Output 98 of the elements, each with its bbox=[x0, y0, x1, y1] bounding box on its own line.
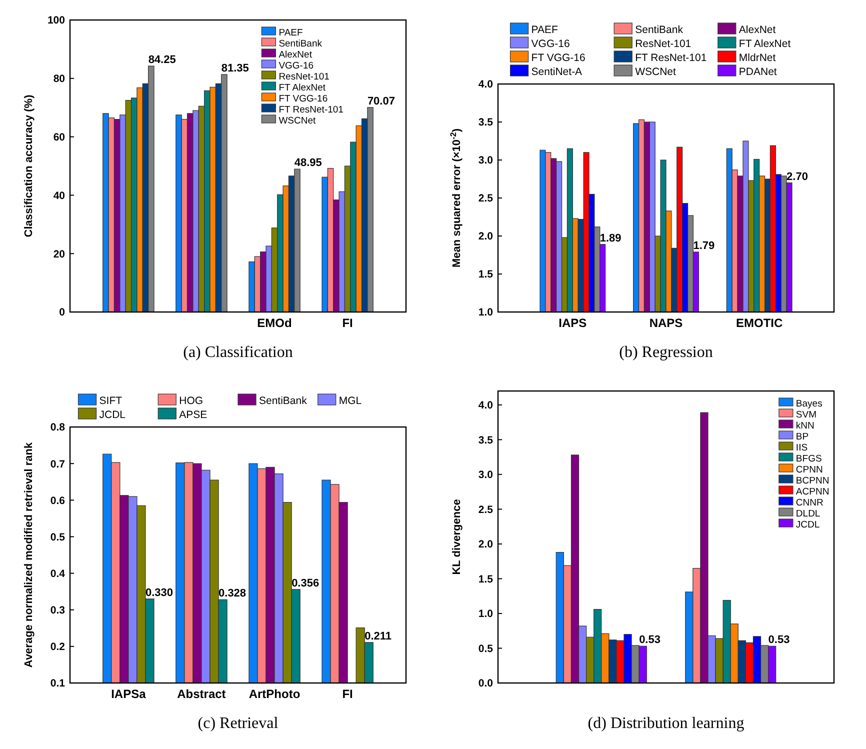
y-tick-label: 2.0 bbox=[478, 538, 494, 551]
legend-label: ResNet-101 bbox=[278, 71, 330, 82]
legend-label: SentiBank bbox=[259, 395, 308, 408]
data-label: 84.25 bbox=[148, 54, 176, 66]
y-tick-label: 100 bbox=[47, 14, 66, 27]
y-axis-title: Average normalized modified retrieval rank bbox=[23, 442, 35, 668]
x-tick-label: FI bbox=[342, 316, 353, 330]
legend-label: SIFT bbox=[99, 395, 123, 408]
legend-label: SentiNet-A bbox=[531, 66, 582, 78]
y-tick-label: 40 bbox=[53, 190, 66, 202]
x-tick-label: IAPS bbox=[558, 316, 587, 330]
legend-label: ACPNN bbox=[796, 486, 830, 498]
x-tick-label: ArtPhoto bbox=[248, 687, 300, 701]
y-axis-title: KL divergence bbox=[451, 499, 463, 575]
legend-label: FT AlexNet bbox=[738, 38, 791, 50]
data-label: 1.79 bbox=[693, 240, 715, 252]
y-tick-label: 1.0 bbox=[478, 306, 494, 319]
text: (b) Regression bbox=[619, 344, 713, 361]
legend-label: FT VGG-16 bbox=[278, 93, 328, 104]
legend-label: HOG bbox=[179, 395, 204, 408]
legend-label: AlexNet bbox=[738, 24, 776, 36]
legend-label: CPNN bbox=[796, 464, 823, 476]
x-tick-label: FI bbox=[342, 687, 353, 701]
legend-label: Bayes bbox=[796, 398, 823, 410]
legend-label: WSCNet bbox=[635, 66, 676, 78]
y-tick-label: 1.5 bbox=[478, 573, 494, 586]
legend-label: SentiBank bbox=[635, 24, 684, 36]
legend-label: MldrNet bbox=[738, 52, 776, 64]
y-tick-label: 0.1 bbox=[50, 678, 66, 690]
legend-label: WSCNet bbox=[278, 115, 316, 126]
y-tick-label: 0.5 bbox=[50, 531, 66, 544]
legend-label: FT ResNet-101 bbox=[635, 52, 707, 64]
legend-label: VGG-16 bbox=[278, 60, 314, 72]
legend-label: CNNR bbox=[796, 497, 824, 508]
y-tick-label: 0.8 bbox=[50, 422, 66, 434]
x-tick-label: Abstract bbox=[177, 687, 226, 701]
y-tick-label: 0.5 bbox=[478, 642, 494, 655]
data-label: 1.89 bbox=[600, 232, 622, 244]
data-label: 81.35 bbox=[221, 62, 249, 74]
x-tick-label: EMOTIC bbox=[736, 316, 783, 330]
legend-label: FT ResNet-101 bbox=[278, 104, 344, 116]
legend-label: APSE bbox=[179, 409, 208, 422]
y-tick-label: 0.4 bbox=[50, 568, 66, 580]
y-tick-label: 3.5 bbox=[478, 434, 494, 446]
y-tick-label: 0.3 bbox=[50, 604, 66, 617]
legend-label: VGG-16 bbox=[531, 38, 570, 50]
legend-label: BP bbox=[796, 431, 809, 442]
legend-label: ResNet-101 bbox=[635, 38, 692, 50]
data-label: 0.53 bbox=[768, 634, 790, 646]
y-tick-label: 0 bbox=[59, 306, 66, 319]
text: (a) Classification bbox=[183, 344, 293, 361]
x-tick-label: EMOd bbox=[257, 316, 292, 330]
y-tick-label: 4.0 bbox=[478, 78, 494, 91]
y-tick-label: 60 bbox=[53, 131, 66, 144]
legend-label: FT VGG-16 bbox=[531, 52, 586, 64]
y-tick-label: 2.5 bbox=[478, 192, 494, 205]
legend-label: BFGS bbox=[796, 453, 822, 464]
data-label: 0.53 bbox=[639, 634, 660, 646]
text: (d) Distribution learning bbox=[588, 715, 744, 732]
data-label: 70.07 bbox=[367, 95, 395, 108]
y-tick-label: 3.0 bbox=[478, 154, 494, 167]
legend-label: FT AlexNet bbox=[278, 82, 326, 94]
data-label: 2.70 bbox=[786, 170, 808, 183]
y-tick-label: 3.5 bbox=[478, 116, 494, 129]
legend-label: PAEF bbox=[278, 27, 303, 38]
y-tick-label: 0.7 bbox=[50, 458, 66, 470]
legend-label: PAEF bbox=[531, 24, 558, 36]
y-axis-title: Classification accuracy (%) bbox=[23, 94, 35, 238]
text: (c) Retrieval bbox=[198, 715, 279, 732]
data-label: 0.328 bbox=[218, 588, 246, 600]
y-tick-label: 2.5 bbox=[478, 504, 494, 516]
legend-label: MGL bbox=[338, 395, 362, 408]
y-tick-label: 1.0 bbox=[478, 608, 494, 620]
y-tick-label: 20 bbox=[53, 248, 66, 260]
y-tick-label: 4.0 bbox=[478, 400, 494, 412]
data-label: 48.95 bbox=[294, 157, 322, 170]
data-label: 0.330 bbox=[145, 586, 174, 599]
legend-label: AlexNet bbox=[278, 49, 312, 60]
legend-label: SVM bbox=[796, 409, 817, 420]
y-tick-label: 2.0 bbox=[478, 230, 494, 243]
y-tick-label: 3.0 bbox=[478, 469, 494, 482]
legend-label: PDANet bbox=[738, 66, 777, 78]
legend-label: SentiBank bbox=[278, 38, 322, 50]
y-tick-label: 1.5 bbox=[478, 268, 494, 281]
x-tick-label: NAPS bbox=[649, 316, 683, 330]
legend-label: JCDL bbox=[796, 519, 820, 530]
legend-label: BCPNN bbox=[796, 475, 830, 486]
legend-label: IIS bbox=[796, 442, 808, 454]
legend-label: DLDL bbox=[796, 508, 820, 520]
data-label: 0.211 bbox=[364, 630, 392, 642]
legend-label: JCDL bbox=[99, 409, 126, 422]
y-tick-label: 80 bbox=[53, 73, 66, 86]
y-tick-label: 0.0 bbox=[478, 678, 494, 690]
x-tick-label: IAPSa bbox=[111, 687, 146, 701]
y-tick-label: 0.6 bbox=[50, 494, 66, 507]
data-label: 0.356 bbox=[292, 577, 320, 590]
legend-label: kNN bbox=[796, 420, 815, 432]
y-tick-label: 0.2 bbox=[50, 641, 66, 654]
